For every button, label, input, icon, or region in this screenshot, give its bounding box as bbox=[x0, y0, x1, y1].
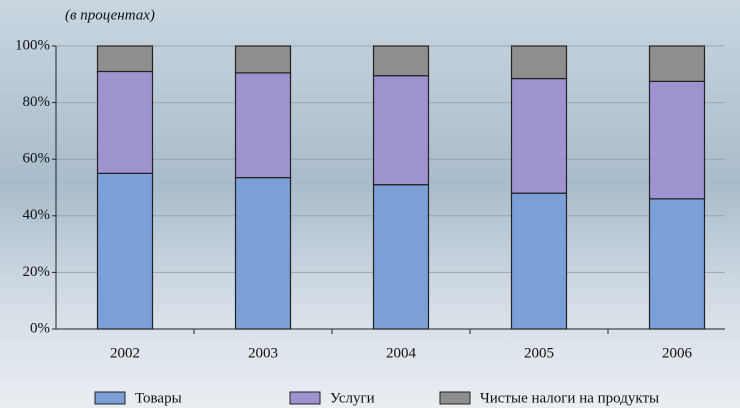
bar-segment bbox=[372, 184, 430, 330]
bar-segment bbox=[648, 45, 706, 82]
bar-segment bbox=[510, 192, 568, 330]
y-tick-label: 60% bbox=[23, 151, 51, 167]
bar-segment bbox=[648, 80, 706, 200]
legend-swatch bbox=[94, 391, 126, 405]
legend-swatch bbox=[289, 391, 321, 405]
legend-label: Чистые налоги на продукты bbox=[480, 390, 659, 406]
bar-segment bbox=[234, 72, 292, 179]
x-tick-label: 2005 bbox=[524, 345, 554, 361]
x-tick-label: 2002 bbox=[110, 345, 140, 361]
bar-segment bbox=[510, 77, 568, 194]
x-tick-label: 2004 bbox=[386, 345, 417, 361]
bar-segment bbox=[96, 70, 154, 174]
y-tick-label: 0% bbox=[30, 320, 50, 336]
x-tick-label: 2003 bbox=[248, 345, 278, 361]
y-tick-label: 20% bbox=[23, 264, 51, 280]
bar-segment bbox=[234, 45, 292, 74]
legend-swatch bbox=[439, 391, 471, 405]
bar-segment bbox=[372, 75, 430, 186]
bar-segment bbox=[234, 176, 292, 330]
y-tick-label: 80% bbox=[23, 94, 51, 110]
legend-label: Товары bbox=[135, 390, 182, 406]
bar-segment bbox=[372, 45, 430, 77]
y-tick-label: 40% bbox=[23, 207, 51, 223]
bar-segment bbox=[96, 45, 154, 73]
bar-segment bbox=[648, 198, 706, 330]
x-tick-label: 2006 bbox=[662, 345, 693, 361]
y-tick-label: 100% bbox=[15, 37, 50, 53]
legend-label: Услуги bbox=[330, 390, 375, 406]
bar-segment bbox=[510, 45, 568, 80]
chart-subtitle: (в процентах) bbox=[65, 7, 155, 23]
bar-segment bbox=[96, 172, 154, 330]
